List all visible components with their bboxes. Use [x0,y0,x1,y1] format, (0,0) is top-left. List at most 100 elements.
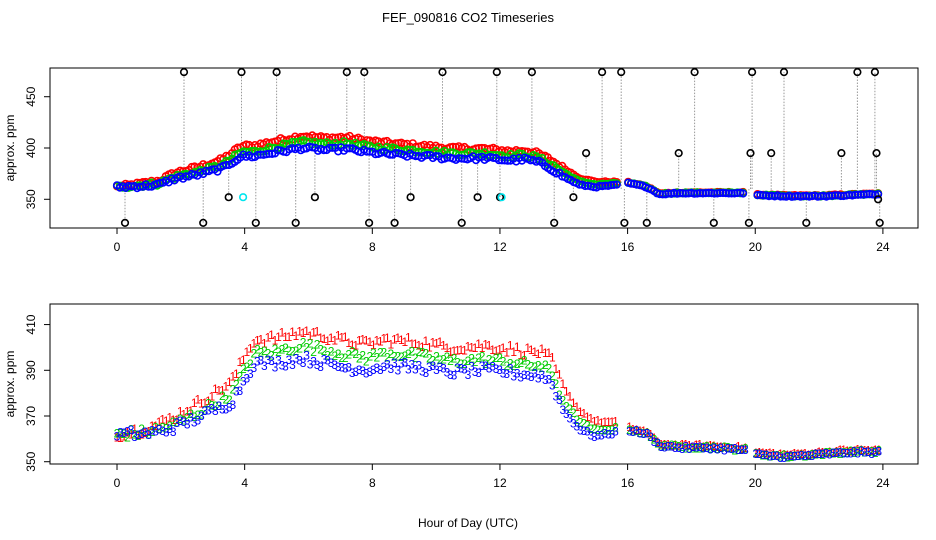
series-s2-point: 2 [542,358,549,372]
series-s1-point: 1 [552,362,559,376]
series-s3-point: 3 [858,444,865,458]
series-s1-point: 1 [693,438,700,452]
series-s2-point: 2 [300,336,307,350]
series-s3-point: 3 [272,361,279,375]
panel-bottom-ylabel: approx. ppm [3,351,17,418]
y-tick-label: 400 [24,138,38,158]
series-s3-point: 3 [345,361,352,375]
series-s3-point: 3 [349,366,356,380]
series-s3-point: 3 [156,423,163,437]
series-s2-point: 2 [215,399,222,413]
y-tick-label: 350 [24,189,38,209]
series-s2-point: 2 [521,354,528,368]
series-s3-point: 3 [159,424,166,438]
series-s2-point: 2 [774,449,781,463]
series-s2-point: 2 [651,432,658,446]
series-s2-point: 2 [121,427,128,441]
series-s1-point: 1 [595,414,602,428]
series-s3-point: 3 [433,363,440,377]
series-s1-point: 1 [405,331,412,345]
series-s3-point: 3 [563,407,570,421]
series-s1-point: 1 [166,411,173,425]
series-s3-point: 3 [517,370,524,384]
series-s2-point: 2 [272,342,279,356]
series-s2-point: 2 [342,351,349,365]
series-s1-point: 1 [286,330,293,344]
series-s2-point: 2 [696,441,703,455]
series-s1-point: 1 [823,447,830,461]
series-s3-point: 3 [286,353,293,367]
series-s1-point: 1 [356,334,363,348]
series-s1-point: 1 [451,344,458,358]
series-s1-point: 1 [700,440,707,454]
series-s2-point: 2 [503,359,510,373]
series-s2-point: 2 [482,357,489,371]
series-s1-point: 1 [721,440,728,454]
series-s2-point: 2 [426,351,433,365]
series-s1-point: 1 [767,446,774,460]
series-s3-point: 3 [493,362,500,376]
series-s3-point: 3 [303,349,310,363]
series-s3-point: 3 [791,449,798,463]
series-s2-point: 2 [201,403,208,417]
series-s3-point: 3 [795,449,802,463]
series-s1-point: 1 [753,446,760,460]
x-tick-label: 24 [876,240,890,254]
series-s3-point: 3 [356,363,363,377]
spike-point [747,67,757,77]
series-s3-point [681,189,690,198]
series-s3-point: 3 [651,435,658,449]
series-s3-point: 3 [373,361,380,375]
series-s2-point [279,139,288,148]
series-s2-point: 2 [289,345,296,359]
series-s1-point: 1 [454,343,461,357]
series-s3-point [836,191,845,201]
series-s1-point: 1 [742,441,749,455]
series-s1-point: 1 [493,344,500,358]
series-s2-point: 2 [658,440,665,454]
panel-bottom-series-3: 3333333333333333333333333333333333333333… [114,349,883,465]
series-s2-point: 2 [366,350,373,364]
figure-title: FEF_090816 CO2 Timeseries [382,10,554,25]
series-s3-point: 3 [549,379,556,393]
series-s1-point: 1 [472,341,479,355]
series-s1-point: 1 [177,405,184,419]
series-s1-point: 1 [517,348,524,362]
series-s3-point: 3 [668,440,675,454]
series-s2-point: 2 [563,399,570,413]
series-s2-point: 2 [423,347,430,361]
spike-point [237,67,246,77]
series-s1-point: 1 [314,324,321,338]
series-s3-point: 3 [809,449,816,463]
series-s3-point: 3 [405,363,412,377]
series-s2-point: 2 [682,441,689,455]
series-s1-point: 1 [324,334,331,348]
series-s1-point: 1 [770,447,777,461]
series-s2-point: 2 [837,447,844,461]
series-s2-point: 2 [377,345,384,359]
series-s1-point: 1 [398,333,405,347]
series-s2-point: 2 [380,346,387,360]
spike-point [767,149,776,158]
series-s1-point: 1 [854,443,861,457]
series-s3-point: 3 [510,370,517,384]
series-s2-point: 2 [826,446,833,460]
series-s3-point: 3 [135,428,142,442]
series-s1-point: 1 [661,438,668,452]
series-s2-point: 2 [447,354,454,368]
series-s2-point: 2 [517,356,524,370]
series-s3-point: 3 [696,440,703,454]
series-s1-point: 1 [377,335,384,349]
series-s1-point: 1 [208,390,215,404]
x-tick-label: 0 [114,476,121,490]
series-s1-point: 1 [282,330,289,344]
series-s1-point: 1 [795,447,802,461]
series-s3-point: 3 [830,446,837,460]
series-s1-point: 1 [510,345,517,359]
series-s3-point: 3 [844,447,851,461]
series-s2-point: 2 [703,440,710,454]
series-s3-point: 3 [166,422,173,436]
series-s2-point: 2 [279,342,286,356]
series-s2-point: 2 [721,440,728,454]
series-s2-point: 2 [233,378,240,392]
